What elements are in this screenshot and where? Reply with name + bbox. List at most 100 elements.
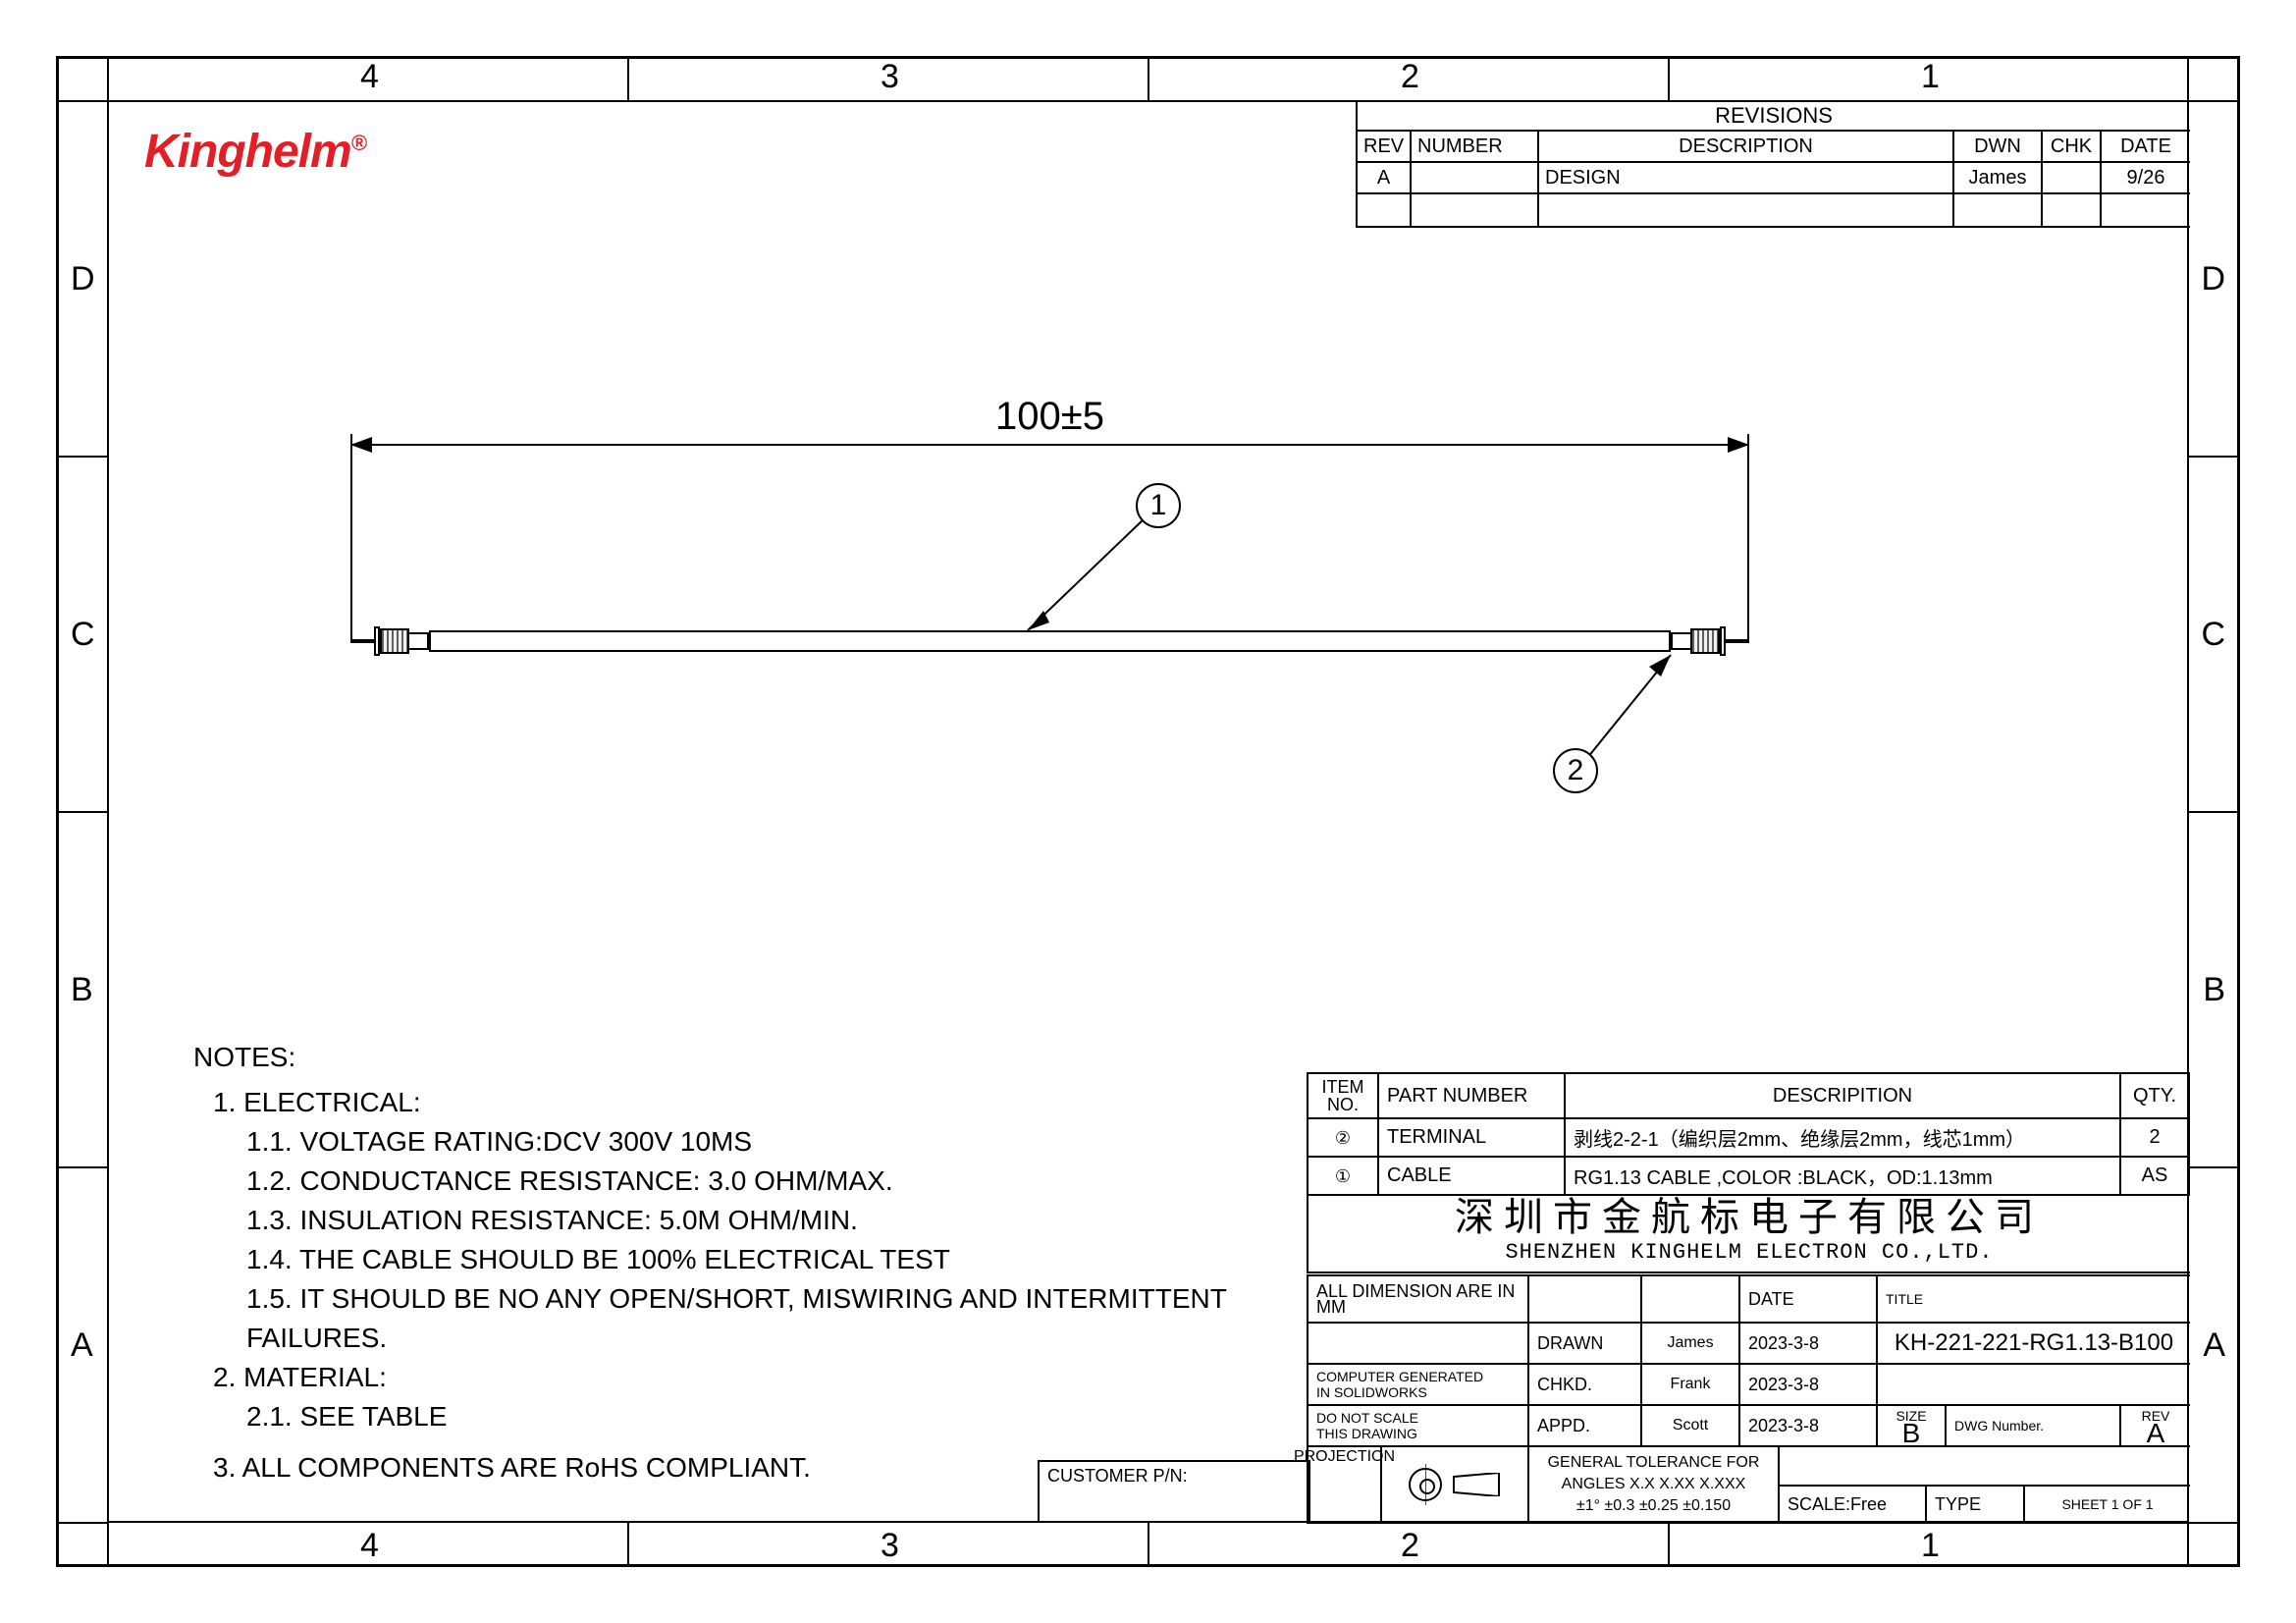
tb-row: ALL DIMENSION ARE IN MM DATE TITLE	[1308, 1274, 2190, 1322]
size-cell: SIZE B	[1878, 1406, 1947, 1445]
size-value: B	[1902, 1424, 1921, 1443]
rev-cell	[1412, 194, 1539, 226]
rev-hdr-rev: REV	[1358, 132, 1412, 161]
company-name-en: SHENZHEN KINGHELM ELECTRON CO.,LTD.	[1308, 1240, 2190, 1265]
rev-cell: REV A	[2121, 1406, 2190, 1445]
scale-value: Free	[1850, 1494, 1887, 1515]
zone-row-a-right: A	[2203, 1326, 2225, 1365]
zone-col-2-bot: 2	[1401, 1527, 1419, 1565]
bom-cell: RG1.13 CABLE ,COLOR :BLACK，OD:1.13mm	[1566, 1158, 2121, 1194]
brand-logo: Kinghelm®	[144, 125, 366, 179]
bom-table: ITEM NO. PART NUMBER DESCRIPITION QTY. ②…	[1307, 1072, 2190, 1196]
appd-by: Scott	[1642, 1406, 1740, 1445]
rev-hdr-dwn: DWN	[1954, 132, 2043, 161]
tick	[56, 1522, 107, 1524]
note-line: 1. ELECTRICAL:	[193, 1083, 1371, 1122]
zone-col-1-bot: 1	[1921, 1527, 1940, 1565]
type-cell: TYPE	[1927, 1487, 2025, 1522]
bom-row: ② TERMINAL 剥线2-2-1（编织层2mm、绝缘层2mm，线芯1mm） …	[1308, 1119, 2190, 1158]
rev-cell	[1358, 194, 1412, 226]
sheet-cell: SHEET 1 OF 1	[2025, 1487, 2190, 1522]
rev-hdr-date: DATE	[2102, 132, 2190, 161]
projection-label: PROJECTION	[1294, 1449, 1395, 1465]
tick	[56, 1166, 107, 1168]
tick	[1148, 56, 1149, 100]
drawing-sheet: 4 3 2 1 4 3 2 1 D C B A D C B A Kinghelm…	[56, 56, 2240, 1567]
tick	[1148, 1523, 1149, 1567]
drawn-by: James	[1642, 1324, 1740, 1363]
bom-cell: TERMINAL	[1379, 1119, 1566, 1156]
scale-label: SCALE:	[1788, 1494, 1850, 1515]
tick	[2189, 811, 2240, 813]
bom-hdr-pn: PART NUMBER	[1379, 1074, 1566, 1117]
note-line: 1.1. VOLTAGE RATING:DCV 300V 10MS	[193, 1122, 1371, 1162]
chkd-by: Frank	[1642, 1365, 1740, 1404]
tick	[2189, 456, 2240, 458]
zone-row-c-right: C	[2201, 616, 2225, 654]
bom-header-row: ITEM NO. PART NUMBER DESCRIPITION QTY.	[1308, 1074, 2190, 1119]
title-label: TITLE	[1886, 1291, 1923, 1307]
bom-cell: 剥线2-2-1（编织层2mm、绝缘层2mm，线芯1mm）	[1566, 1119, 2121, 1156]
bom-cell: AS	[2121, 1158, 2190, 1194]
cg-line: COMPUTER GENERATED	[1316, 1369, 1483, 1384]
trademark-icon: ®	[351, 131, 366, 155]
title-block: ALL DIMENSION ARE IN MM DATE TITLE DRAWN…	[1307, 1274, 2190, 1524]
zone-col-4-top: 4	[360, 58, 379, 96]
scale-type-sheet: SCALE: Free TYPE SHEET 1 OF 1	[1780, 1447, 2190, 1522]
tol-angles: ANGLES X.X X.XX X.XXX	[1562, 1474, 1746, 1495]
chkd-label: CHKD.	[1529, 1365, 1642, 1404]
tb-row: PROJECTION GENERAL TOLERANCE FOR ANGLES …	[1308, 1445, 2190, 1522]
rev-cell: DESIGN	[1539, 163, 1954, 192]
rev-cell	[1539, 194, 1954, 226]
tick	[2189, 100, 2240, 102]
notes-heading: NOTES:	[193, 1038, 1371, 1077]
note-line: 2.1. SEE TABLE	[193, 1397, 1371, 1436]
tick	[2187, 1523, 2189, 1567]
customer-pn-box: CUSTOMER P/N:	[1038, 1460, 1310, 1523]
note-line: 1.2. CONDUCTANCE RESISTANCE: 3.0 OHM/MAX…	[193, 1162, 1371, 1201]
rev-hdr-number: NUMBER	[1412, 132, 1539, 161]
zone-row-d-right: D	[2201, 260, 2225, 298]
note-line: 1.3. INSULATION RESISTANCE: 5.0M OHM/MIN…	[193, 1201, 1371, 1240]
first-angle-cone-icon	[1452, 1473, 1501, 1496]
balloon-2: 2	[1553, 748, 1598, 793]
zone-row-c-left: C	[71, 616, 95, 654]
title-cell: TITLE	[1878, 1276, 2190, 1322]
revisions-table: REVISIONS REV NUMBER DESCRIPTION DWN CHK…	[1356, 100, 2190, 228]
tolerance-cell: GENERAL TOLERANCE FOR ANGLES X.X X.XX X.…	[1529, 1447, 1780, 1522]
title-cont	[1878, 1365, 2190, 1404]
dwg-label: DWG Number.	[1954, 1418, 2044, 1434]
all-dimension-text: ALL DIMENSION ARE IN MM	[1316, 1283, 1520, 1315]
tick	[56, 100, 107, 102]
customer-pn-label: CUSTOMER P/N:	[1047, 1466, 1188, 1486]
do-not-scale: DO NOT SCALE THIS DRAWING	[1308, 1406, 1529, 1445]
tick	[56, 456, 107, 458]
zone-row-b-right: B	[2203, 971, 2225, 1009]
tick	[107, 1523, 109, 1567]
projection-symbol	[1382, 1447, 1529, 1522]
bom-hdr-desc: DESCRIPITION	[1566, 1074, 2121, 1117]
rev-cell: James	[1954, 163, 2043, 192]
rev-cell	[1412, 163, 1539, 192]
bom-hdr-item: ITEM NO.	[1308, 1074, 1379, 1117]
zone-col-3-top: 3	[881, 58, 899, 96]
note-line: 1.5. IT SHOULD BE NO ANY OPEN/SHORT, MIS…	[193, 1279, 1371, 1358]
bom-cell: 2	[2121, 1119, 2190, 1156]
bom-row: ① CABLE RG1.13 CABLE ,COLOR :BLACK，OD:1.…	[1308, 1158, 2190, 1194]
notes-block: NOTES: 1. ELECTRICAL: 1.1. VOLTAGE RATIN…	[193, 1038, 1371, 1488]
company-block: 深圳市金航标电子有限公司 SHENZHEN KINGHELM ELECTRON …	[1307, 1195, 2190, 1273]
rev-hdr-desc: DESCRIPTION	[1539, 132, 1954, 161]
drawn-label: DRAWN	[1529, 1324, 1642, 1363]
computer-generated: COMPUTER GENERATED IN SOLIDWORKS	[1308, 1365, 1529, 1404]
revisions-header-row: REV NUMBER DESCRIPTION DWN CHK DATE	[1358, 132, 2190, 163]
tick	[2189, 1522, 2240, 1524]
tick	[627, 56, 629, 100]
tb-row: DRAWN James 2023-3-8 KH-221-221-RG1.13-B…	[1308, 1322, 2190, 1363]
dns-line: DO NOT SCALE	[1316, 1410, 1418, 1426]
zone-col-1-top: 1	[1921, 58, 1940, 96]
appd-date: 2023-3-8	[1740, 1406, 1878, 1445]
tick	[1668, 1523, 1670, 1567]
title-value: KH-221-221-RG1.13-B100	[1878, 1324, 2190, 1363]
rev-hdr-chk: CHK	[2043, 132, 2102, 161]
bom-cell: ①	[1308, 1158, 1379, 1194]
